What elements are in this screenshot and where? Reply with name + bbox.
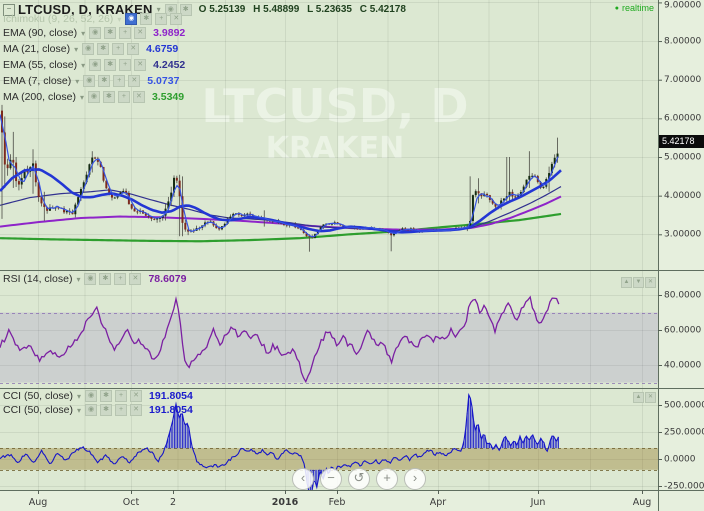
ema7-value: 5.0737 <box>147 75 180 87</box>
indicator-row-ma21: MA (21, close) ▾ ◉ ✱ + ✕ 4.6759 <box>3 43 178 55</box>
ma21-label[interactable]: MA (21, close) <box>3 43 71 55</box>
gear-icon[interactable]: ✱ <box>104 59 117 71</box>
chevron-down-icon[interactable]: ▾ <box>75 76 80 86</box>
gear-icon[interactable]: ✱ <box>100 404 113 416</box>
cci1-value: 191.8054 <box>149 390 193 402</box>
indicator-row-ema55: EMA (55, close) ▾ ◉ ✱ + ✕ 4.2452 <box>3 59 185 71</box>
cci1-label[interactable]: CCI (50, close) <box>3 390 74 402</box>
gear-icon[interactable]: ✱ <box>100 390 113 402</box>
indicator-row-cci-1: CCI (50, close) ▾ ◉ ✱ + ✕ 191.8054 <box>3 390 193 402</box>
cci2-value: 191.8054 <box>149 404 193 416</box>
close-icon[interactable]: ✕ <box>132 91 145 103</box>
ma200-label[interactable]: MA (200, close) <box>3 91 76 103</box>
symbol-title[interactable]: LTCUSD, D, KRAKEN <box>18 2 153 17</box>
zoom-in-button[interactable]: + <box>376 468 398 490</box>
plus-icon[interactable]: + <box>119 59 132 71</box>
eye-icon[interactable]: ◉ <box>82 43 95 55</box>
gear-icon[interactable]: ✱ <box>140 13 153 25</box>
ema90-value: 3.9892 <box>153 27 186 39</box>
show-hide-eye-icon[interactable]: ◉ <box>125 13 138 25</box>
gear-icon[interactable]: ✱ <box>99 273 112 285</box>
gear-icon[interactable]: ✱ <box>179 3 192 16</box>
eye-icon[interactable]: ◉ <box>89 59 102 71</box>
ema90-label[interactable]: EMA (90, close) <box>3 27 78 39</box>
gear-icon[interactable]: ✱ <box>102 91 115 103</box>
chevron-down-icon[interactable]: ▾ <box>77 405 82 415</box>
eye-icon[interactable]: ◉ <box>87 91 100 103</box>
eye-icon[interactable]: ◉ <box>89 27 102 39</box>
chevron-down-icon[interactable]: ▾ <box>81 60 86 70</box>
chevron-down-icon[interactable]: ▾ <box>117 14 122 24</box>
close-icon[interactable]: ✕ <box>134 27 147 39</box>
cci-pane-buttons: ▲ ✕ <box>633 392 656 403</box>
rsi-pane-buttons: ▲ ▼ ✕ <box>621 277 656 288</box>
close-icon[interactable]: ✕ <box>134 59 147 71</box>
move-pane-up-button[interactable]: ▲ <box>633 392 644 403</box>
close-icon[interactable]: ✕ <box>130 404 143 416</box>
close-icon[interactable]: ✕ <box>130 390 143 402</box>
chart-nav-buttons: ‹ − ↺ + › <box>292 468 426 490</box>
plus-icon[interactable]: + <box>115 390 128 402</box>
plus-icon[interactable]: + <box>114 273 127 285</box>
last-price-tag: 5.42178 <box>659 135 704 148</box>
indicator-row-ema7: EMA (7, close) ▾ ◉ ✱ + ✕ 5.0737 <box>3 75 179 87</box>
chevron-down-icon[interactable]: ▾ <box>156 5 161 14</box>
reset-zoom-button[interactable]: ↺ <box>348 468 370 490</box>
scroll-left-button[interactable]: ‹ <box>292 468 314 490</box>
realtime-badge: ● realtime <box>615 3 654 13</box>
close-icon[interactable]: ✕ <box>129 273 142 285</box>
indicator-row-cci-2: CCI (50, close) ▾ ◉ ✱ + ✕ 191.8054 <box>3 404 193 416</box>
plus-icon[interactable]: + <box>119 27 132 39</box>
gear-icon[interactable]: ✱ <box>104 27 117 39</box>
gear-icon[interactable]: ✱ <box>98 75 111 87</box>
plus-icon[interactable]: + <box>117 91 130 103</box>
move-pane-down-button[interactable]: ▼ <box>633 277 644 288</box>
eye-icon[interactable]: ◉ <box>85 404 98 416</box>
plus-icon[interactable]: + <box>155 13 168 25</box>
collapse-pane-icon[interactable]: − <box>3 3 15 16</box>
cci2-label[interactable]: CCI (50, close) <box>3 404 74 416</box>
close-icon[interactable]: ✕ <box>170 13 183 25</box>
indicator-row-ema90: EMA (90, close) ▾ ◉ ✱ + ✕ 3.9892 <box>3 27 185 39</box>
close-pane-button[interactable]: ✕ <box>645 392 656 403</box>
ema55-label[interactable]: EMA (55, close) <box>3 59 78 71</box>
move-pane-up-button[interactable]: ▲ <box>621 277 632 288</box>
realtime-label: realtime <box>621 3 654 13</box>
gear-icon[interactable]: ✱ <box>97 43 110 55</box>
ema55-value: 4.2452 <box>153 59 186 71</box>
plus-icon[interactable]: + <box>113 75 126 87</box>
realtime-dot-icon: ● <box>614 4 619 12</box>
ohlc-values: O 5.25139 H 5.48899 L 5.23635 C 5.42178 <box>198 4 406 15</box>
eye-icon[interactable]: ◉ <box>85 390 98 402</box>
chevron-down-icon[interactable]: ▾ <box>74 44 79 54</box>
chevron-down-icon[interactable]: ▾ <box>76 274 81 284</box>
zoom-out-button[interactable]: − <box>320 468 342 490</box>
plus-icon[interactable]: + <box>115 404 128 416</box>
chevron-down-icon[interactable]: ▾ <box>79 92 84 102</box>
eye-icon[interactable]: ◉ <box>83 75 96 87</box>
indicator-row-rsi: RSI (14, close) ▾ ◉ ✱ + ✕ 78.6079 <box>3 273 186 285</box>
close-icon[interactable]: ✕ <box>128 75 141 87</box>
close-pane-button[interactable]: ✕ <box>645 277 656 288</box>
eye-icon[interactable]: ◉ <box>84 273 97 285</box>
ma21-value: 4.6759 <box>146 43 179 55</box>
ma200-value: 3.5349 <box>151 91 185 103</box>
ichimoku-label[interactable]: Ichimoku (9, 26, 52, 26) <box>3 13 114 25</box>
scroll-right-button[interactable]: › <box>404 468 426 490</box>
chevron-down-icon[interactable]: ▾ <box>77 391 82 401</box>
indicator-row-ichimoku: Ichimoku (9, 26, 52, 26) ▾ ◉ ✱ + ✕ <box>3 13 183 25</box>
symbol-header: − LTCUSD, D, KRAKEN ▾ ◉ ✱ O 5.25139 H 5.… <box>3 2 406 17</box>
rsi-value: 78.6079 <box>148 273 187 285</box>
plus-icon[interactable]: + <box>112 43 125 55</box>
rsi-label[interactable]: RSI (14, close) <box>3 273 73 285</box>
chevron-down-icon[interactable]: ▾ <box>81 28 86 38</box>
close-icon[interactable]: ✕ <box>127 43 140 55</box>
indicator-row-ma200: MA (200, close) ▾ ◉ ✱ + ✕ 3.5349 <box>3 91 184 103</box>
ema7-label[interactable]: EMA (7, close) <box>3 75 72 87</box>
